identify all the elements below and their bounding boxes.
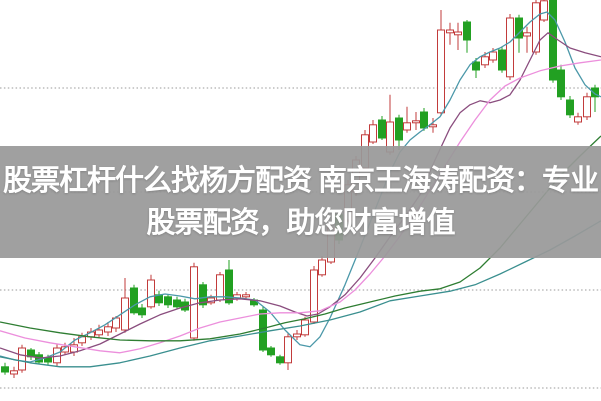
candle-up xyxy=(583,96,591,118)
candle-down xyxy=(173,299,181,308)
candle-up xyxy=(574,116,582,123)
candle-down xyxy=(498,49,506,71)
candle-up xyxy=(403,122,411,131)
candle-down xyxy=(199,284,207,306)
candle-down xyxy=(515,17,523,39)
candle-down xyxy=(225,269,233,304)
candle-up xyxy=(318,259,326,276)
candle-up xyxy=(121,297,129,331)
candle-up xyxy=(301,319,309,336)
candle-up xyxy=(147,279,155,308)
candle-up xyxy=(190,266,198,339)
candle-up xyxy=(489,51,497,61)
candle-down xyxy=(130,287,138,314)
candle-up xyxy=(481,56,489,66)
candle-down xyxy=(267,347,275,356)
candle-up xyxy=(61,346,69,353)
ma-line-ma-slow-teal xyxy=(0,220,601,368)
candle-down xyxy=(472,61,480,71)
candle-up xyxy=(540,0,548,21)
candle-down xyxy=(164,296,172,306)
candle-up xyxy=(53,347,61,364)
candle-up xyxy=(310,269,318,323)
candle-up xyxy=(369,124,377,143)
candle-up xyxy=(95,329,103,336)
candle-down xyxy=(420,111,428,129)
candle-down xyxy=(557,69,565,98)
candle-up xyxy=(242,294,250,298)
candle-up xyxy=(523,32,531,37)
candle-down xyxy=(549,0,557,81)
candle-up xyxy=(532,2,540,53)
ma-line-ma-pink xyxy=(0,59,601,354)
candle-up xyxy=(446,29,454,34)
candle-down xyxy=(44,357,52,363)
candle-up xyxy=(10,370,18,375)
candle-up xyxy=(506,17,514,78)
candle-down xyxy=(259,309,267,351)
candle-down xyxy=(138,307,146,316)
ma-line-ma-purple xyxy=(0,32,601,359)
candle-up xyxy=(412,120,420,124)
candle-down xyxy=(378,119,386,139)
candle-up xyxy=(293,333,301,338)
candle-up xyxy=(454,31,462,36)
candle-up xyxy=(18,347,26,371)
candle-down xyxy=(276,356,284,364)
candle-up xyxy=(104,326,112,333)
candle-down xyxy=(463,21,471,41)
candle-up xyxy=(437,29,445,114)
candle-down xyxy=(591,87,599,98)
candle-down xyxy=(395,117,403,141)
candle-down xyxy=(566,99,574,116)
candle-down xyxy=(1,366,9,373)
ma-line-ma-fast-teal xyxy=(0,11,601,363)
promo-band xyxy=(0,146,601,258)
candle-up xyxy=(284,336,292,364)
